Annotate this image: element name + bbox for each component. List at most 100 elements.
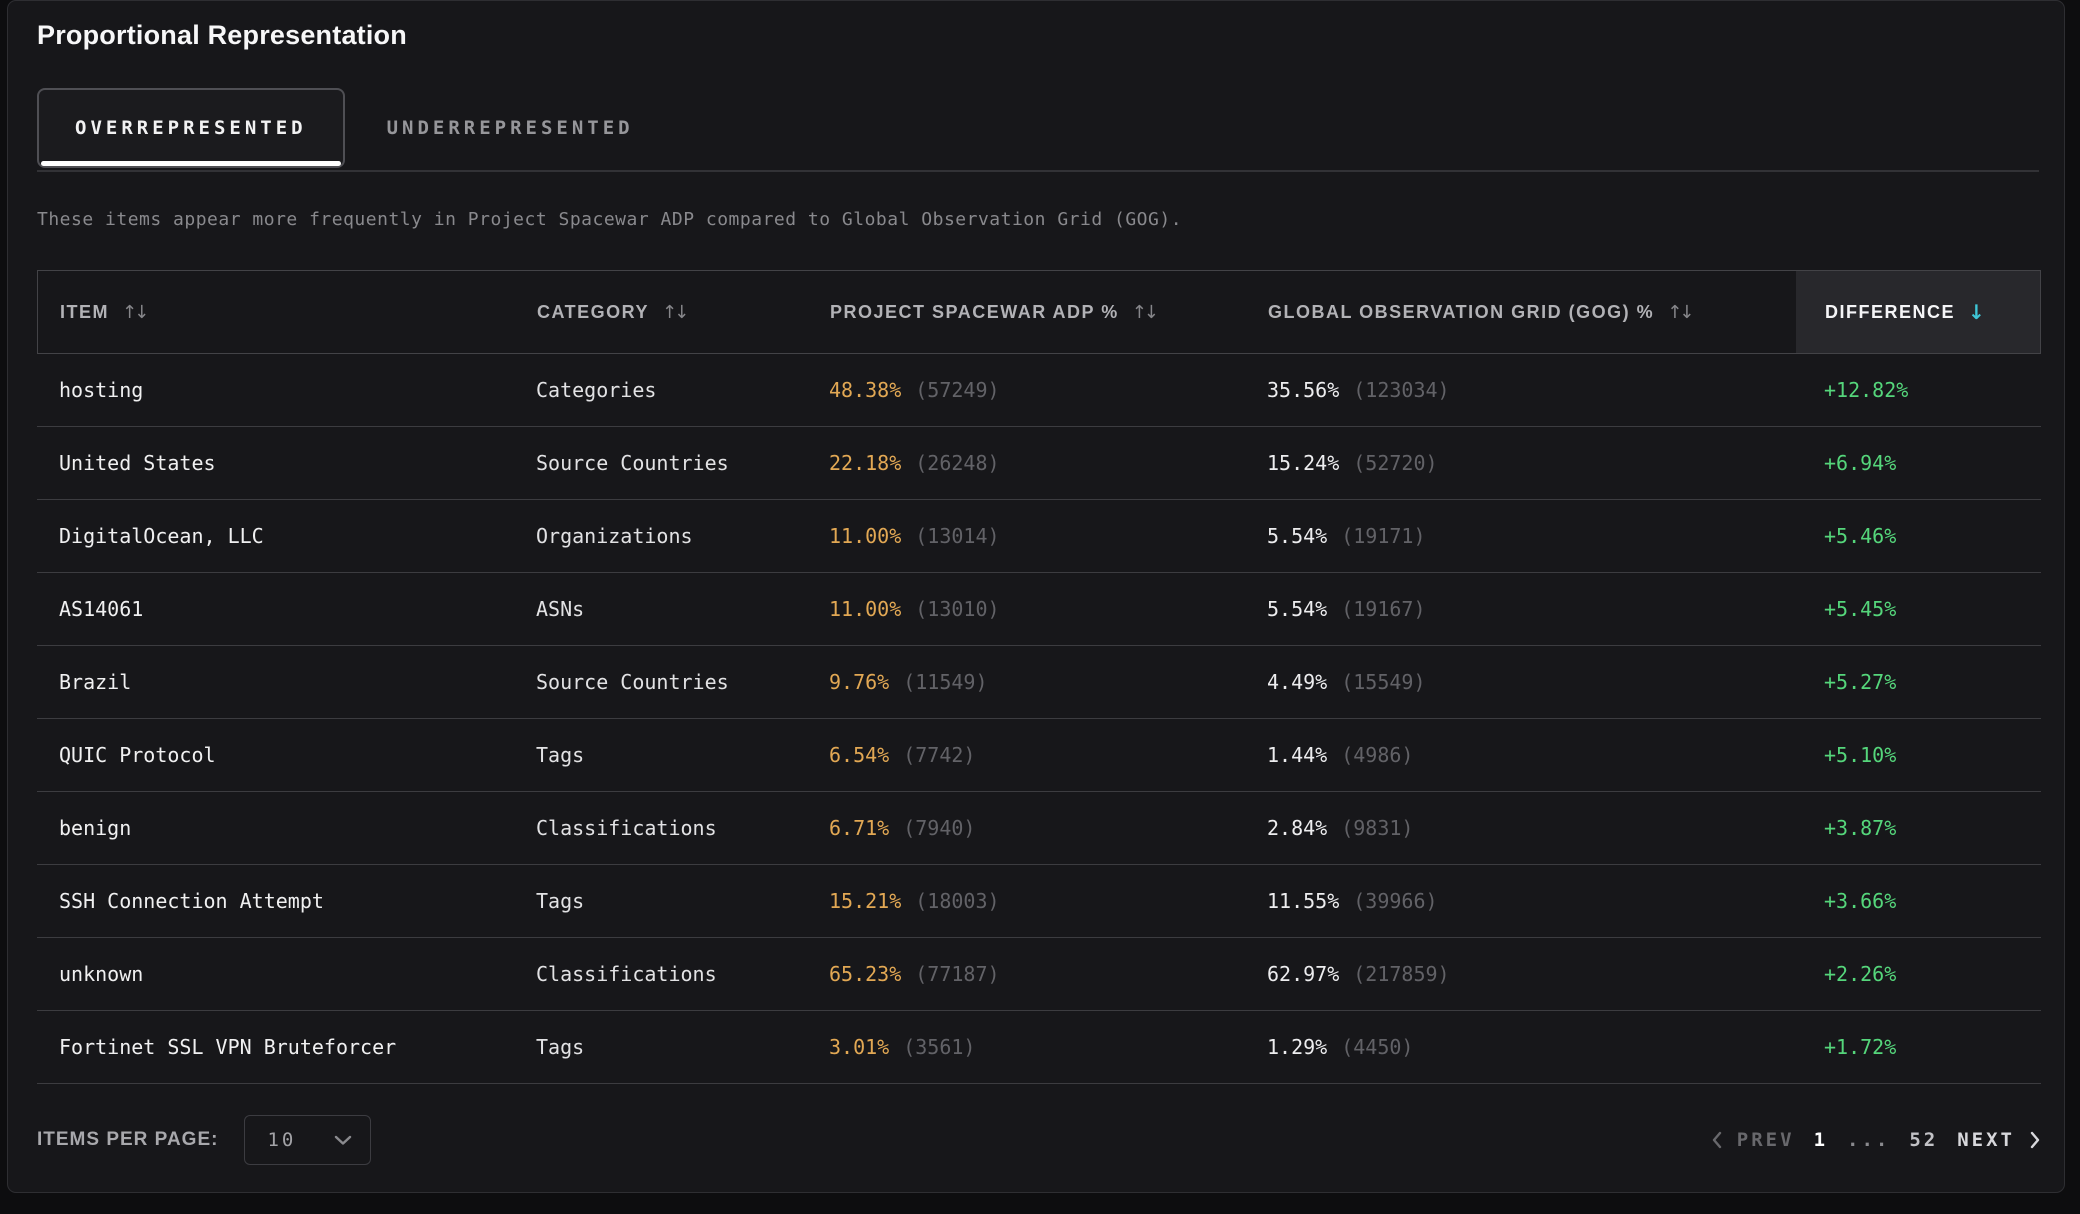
cell-adp-percent: 48.38% (57249) <box>829 378 1267 402</box>
column-header-difference-label: DIFFERENCE <box>1825 301 1956 322</box>
gog-count-value: (4450) <box>1341 1035 1414 1059</box>
prev-page-label: PREV <box>1736 1128 1795 1151</box>
column-header-item[interactable]: ITEM ↑↓ <box>38 271 537 353</box>
gog-count-value: (9831) <box>1341 816 1414 840</box>
gog-count-value: (217859) <box>1353 962 1450 986</box>
cell-adp-percent: 9.76% (11549) <box>829 670 1267 694</box>
adp-percent-value: 65.23% <box>829 962 902 986</box>
gog-percent-value: 35.56% <box>1267 378 1340 402</box>
adp-percent-value: 11.00% <box>829 597 902 621</box>
tab-overrepresented[interactable]: OVERREPRESENTED <box>37 88 345 168</box>
proportional-representation-card: Proportional Representation OVERREPRESEN… <box>7 0 2065 1193</box>
column-header-difference[interactable]: DIFFERENCE ↓ <box>1796 271 2040 353</box>
adp-percent-value: 3.01% <box>829 1035 890 1059</box>
chevron-down-icon <box>335 1135 352 1145</box>
cell-gog-percent: 35.56% (123034) <box>1267 378 1795 402</box>
page-number-current[interactable]: 1 <box>1813 1128 1829 1151</box>
cell-difference: +5.46% <box>1824 524 1897 548</box>
cell-category: Tags <box>536 743 585 767</box>
tab-underrepresented[interactable]: UNDERREPRESENTED <box>345 88 676 168</box>
cell-gog-percent: 2.84% (9831) <box>1267 816 1795 840</box>
column-header-category[interactable]: CATEGORY ↑↓ <box>537 271 830 353</box>
cell-difference: +1.72% <box>1824 1035 1897 1059</box>
cell-adp-percent: 65.23% (77187) <box>829 962 1267 986</box>
table-row: hosting Categories 48.38% (57249) 35.56% (… <box>37 354 2041 427</box>
cell-item: Fortinet SSL VPN Bruteforcer <box>59 1035 397 1059</box>
cell-item: DigitalOcean, LLC <box>59 524 264 548</box>
cell-category: Categories <box>536 378 657 402</box>
cell-item: unknown <box>59 962 144 986</box>
adp-percent-value: 22.18% <box>829 451 902 475</box>
adp-percent-value: 48.38% <box>829 378 902 402</box>
items-per-page-select[interactable]: 10 <box>244 1114 372 1165</box>
cell-category: Source Countries <box>536 670 729 694</box>
table-row: unknown Classifications 65.23% (77187) 62… <box>37 938 2041 1011</box>
gog-percent-value: 5.54% <box>1267 597 1328 621</box>
next-page-label: NEXT <box>1957 1128 2015 1151</box>
adp-count-value: (7940) <box>903 816 976 840</box>
cell-difference: +12.82% <box>1824 378 1909 402</box>
gog-percent-value: 11.55% <box>1267 889 1340 913</box>
cell-item: Brazil <box>59 670 132 694</box>
adp-percent-value: 6.71% <box>829 816 890 840</box>
cell-gog-percent: 1.29% (4450) <box>1267 1035 1795 1059</box>
adp-count-value: (26248) <box>915 451 1000 475</box>
cell-difference: +6.94% <box>1824 451 1897 475</box>
gog-percent-value: 1.44% <box>1267 743 1328 767</box>
cell-difference: +3.66% <box>1824 889 1897 913</box>
table-footer: ITEMS PER PAGE: 10 PREV 1 ... 52 NEXT <box>37 1084 2041 1195</box>
cell-item: hosting <box>59 378 144 402</box>
tab-description: These items appear more frequently in Pr… <box>37 209 1183 230</box>
cell-gog-percent: 62.97% (217859) <box>1267 962 1795 986</box>
gog-count-value: (15549) <box>1341 670 1426 694</box>
tab-overrepresented-label: OVERREPRESENTED <box>75 117 307 139</box>
representation-table: ITEM ↑↓ CATEGORY ↑↓ PROJECT SPACEWAR ADP… <box>37 270 2041 1084</box>
column-header-adp-percent[interactable]: PROJECT SPACEWAR ADP % ↑↓ <box>830 271 1268 353</box>
table-header-row: ITEM ↑↓ CATEGORY ↑↓ PROJECT SPACEWAR ADP… <box>37 270 2041 354</box>
column-header-gog-percent[interactable]: GLOBAL OBSERVATION GRID (GOG) % ↑↓ <box>1268 271 1796 353</box>
table-body: hosting Categories 48.38% (57249) 35.56% (… <box>37 354 2041 1084</box>
cell-difference: +5.45% <box>1824 597 1897 621</box>
cell-adp-percent: 11.00% (13014) <box>829 524 1267 548</box>
gog-count-value: (19167) <box>1341 597 1426 621</box>
tab-bar: OVERREPRESENTED UNDERREPRESENTED <box>37 88 2039 172</box>
adp-count-value: (11549) <box>903 670 988 694</box>
gog-percent-value: 1.29% <box>1267 1035 1328 1059</box>
cell-difference: +5.27% <box>1824 670 1897 694</box>
prev-page-button[interactable]: PREV <box>1711 1129 1795 1151</box>
cell-category: Organizations <box>536 524 693 548</box>
pagination-ellipsis: ... <box>1847 1128 1891 1151</box>
column-header-item-label: ITEM <box>60 301 109 322</box>
cell-gog-percent: 4.49% (15549) <box>1267 670 1795 694</box>
page-number-last[interactable]: 52 <box>1909 1128 1939 1151</box>
adp-count-value: (18003) <box>915 889 1000 913</box>
table-row: AS14061 ASNs 11.00% (13010) 5.54% (19167) … <box>37 573 2041 646</box>
gog-percent-value: 62.97% <box>1267 962 1340 986</box>
adp-count-value: (13014) <box>915 524 1000 548</box>
cell-adp-percent: 11.00% (13010) <box>829 597 1267 621</box>
gog-count-value: (4986) <box>1341 743 1414 767</box>
cell-gog-percent: 11.55% (39966) <box>1267 889 1795 913</box>
cell-item: SSH Connection Attempt <box>59 889 324 913</box>
cell-gog-percent: 1.44% (4986) <box>1267 743 1795 767</box>
adp-percent-value: 15.21% <box>829 889 902 913</box>
column-header-category-label: CATEGORY <box>537 301 650 322</box>
adp-percent-value: 6.54% <box>829 743 890 767</box>
table-row: Brazil Source Countries 9.76% (11549) 4.4… <box>37 646 2041 719</box>
cell-gog-percent: 5.54% (19171) <box>1267 524 1795 548</box>
cell-category: Classifications <box>536 816 717 840</box>
gog-count-value: (52720) <box>1353 451 1438 475</box>
cell-difference: +2.26% <box>1824 962 1897 986</box>
cell-adp-percent: 22.18% (26248) <box>829 451 1267 475</box>
cell-category: Classifications <box>536 962 717 986</box>
cell-category: Source Countries <box>536 451 729 475</box>
chevron-left-icon <box>1712 1131 1721 1148</box>
gog-percent-value: 2.84% <box>1267 816 1328 840</box>
cell-category: Tags <box>536 1035 585 1059</box>
adp-percent-value: 11.00% <box>829 524 902 548</box>
items-per-page-label: ITEMS PER PAGE: <box>37 1128 219 1150</box>
cell-item: benign <box>59 816 132 840</box>
cell-difference: +5.10% <box>1824 743 1897 767</box>
table-row: United States Source Countries 22.18% (26… <box>37 427 2041 500</box>
next-page-button[interactable]: NEXT <box>1957 1129 2041 1151</box>
